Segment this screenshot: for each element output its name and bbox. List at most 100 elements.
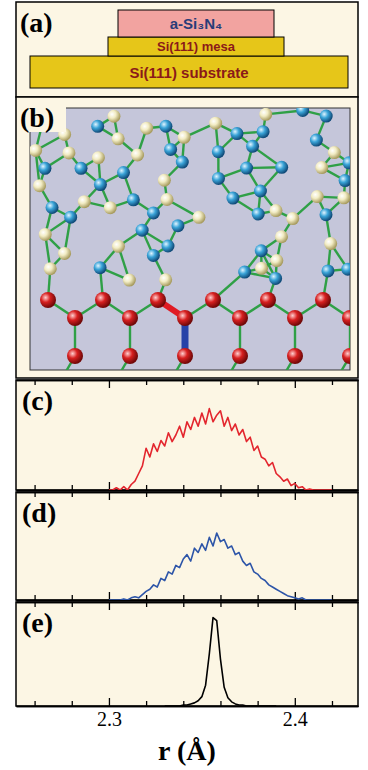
tick-mark <box>146 602 147 607</box>
silicon-atom <box>270 254 283 267</box>
panel-a: Si(111) substrateSi(111) mesaa-Si₃N₄(a) <box>16 2 358 97</box>
tick <box>220 701 221 706</box>
tick <box>220 492 221 497</box>
nitrogen-atom <box>254 185 267 198</box>
tick <box>35 595 36 600</box>
nitrogen-atom <box>164 143 177 156</box>
silicon-atom <box>209 117 222 130</box>
silicon-atom <box>311 190 324 203</box>
plot-area <box>109 409 332 490</box>
crystal-atom <box>205 292 221 308</box>
tick <box>220 602 221 607</box>
silicon-atom <box>107 110 120 123</box>
tick <box>183 492 184 497</box>
silicon-atom <box>131 148 144 161</box>
tick-label: 2.3 <box>97 708 122 730</box>
nitrogen-atom <box>320 110 333 123</box>
tick-mark <box>72 492 73 497</box>
crystal-atom <box>150 292 166 308</box>
nitrogen-atom <box>171 219 184 232</box>
axis-line <box>17 380 359 382</box>
chart-panel: (c) <box>16 380 359 491</box>
axis-line <box>17 602 359 604</box>
layer-label: Si(111) substrate <box>129 64 248 81</box>
plot-area <box>109 533 332 600</box>
silicon-atom <box>328 146 341 159</box>
crystal-atom <box>67 348 83 364</box>
x-axis <box>17 602 359 610</box>
tick-label: 2.4 <box>283 708 308 730</box>
tick: 2.4 <box>283 698 308 730</box>
nitrogen-atom <box>310 134 323 147</box>
nitrogen-atom <box>161 240 174 253</box>
nitrogen-atom <box>147 206 160 219</box>
silicon-atom <box>275 230 288 243</box>
plot-frame <box>16 602 358 706</box>
silicon-atom <box>192 211 205 224</box>
tick-mark <box>72 602 73 607</box>
tick-mark <box>34 595 35 600</box>
tick-mark <box>146 380 147 385</box>
x-axis: 2.3 2.4 <box>17 698 359 730</box>
crystal-atom <box>287 348 303 364</box>
nitrogen-atom <box>341 263 350 276</box>
nitride-layer <box>118 10 274 37</box>
tick-mark <box>183 602 184 607</box>
substrate <box>30 56 348 88</box>
tick-mark <box>220 485 221 490</box>
nitrogen-atom <box>342 156 350 169</box>
structure-background <box>30 108 350 370</box>
tick-mark <box>220 602 221 607</box>
crystal-atom <box>315 292 331 308</box>
tick <box>220 380 221 385</box>
histogram-line <box>109 533 332 600</box>
crystal-atom <box>177 348 193 364</box>
axis-line <box>17 380 359 382</box>
nitrogen-atom <box>136 224 149 237</box>
nitrogen-atom <box>38 162 51 175</box>
nitrogen-atom <box>94 178 107 191</box>
tick-mark <box>220 380 221 385</box>
nitrogen-atom <box>296 108 309 117</box>
nitrogen-atom <box>159 120 172 133</box>
panel-b: (b) <box>16 97 358 380</box>
tick <box>35 485 36 490</box>
nitrogen-atom <box>255 244 268 257</box>
silicon-atom <box>123 274 136 287</box>
tick-mark <box>146 701 147 706</box>
tick-mark <box>257 492 258 497</box>
tick-mark <box>72 485 73 490</box>
silicon-atom <box>92 151 105 164</box>
nitrogen-atom <box>176 156 189 169</box>
figure: Si(111) substrateSi(111) mesaa-Si₃N₄(a)(… <box>0 0 368 770</box>
panel-label: (c) <box>22 385 53 416</box>
layer-label: a-Si₃N₄ <box>170 15 222 32</box>
x-axis-title: r (Å) <box>158 735 216 766</box>
x-axis <box>17 380 359 385</box>
axis-line <box>17 602 359 604</box>
crystal-atom <box>287 310 303 326</box>
nitrogen-atom <box>212 172 225 185</box>
nitrogen-atom <box>94 261 107 274</box>
tick <box>72 380 73 385</box>
silicon-atom <box>159 273 172 286</box>
nitrogen-atom <box>117 166 130 179</box>
tick <box>146 380 147 385</box>
crystal-atom <box>95 292 111 308</box>
tick-mark <box>72 380 73 385</box>
tick <box>72 595 73 600</box>
tick <box>332 595 333 600</box>
crystal-atom <box>232 310 248 326</box>
silicon-atom <box>324 237 337 250</box>
tick-mark <box>257 602 258 607</box>
tick-mark <box>332 595 333 600</box>
tick <box>72 602 73 607</box>
tick <box>146 701 147 706</box>
tick-mark <box>72 701 73 706</box>
tick-mark <box>146 492 147 497</box>
nitrogen-atom <box>64 211 77 224</box>
silicon-atom <box>112 240 125 253</box>
nitrogen-atom <box>275 161 288 174</box>
silicon-atom <box>178 131 191 144</box>
tick <box>258 380 259 385</box>
